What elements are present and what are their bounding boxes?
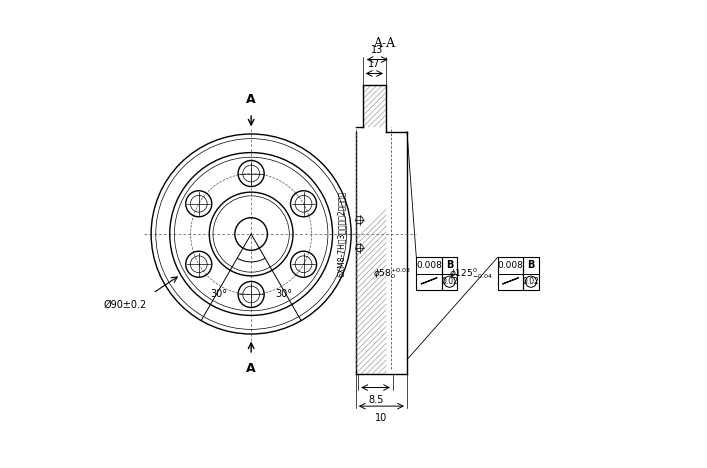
Text: B: B [527, 260, 534, 271]
Text: $\phi$125$^{0}_{-0.04}$: $\phi$125$^{0}_{-0.04}$ [449, 266, 493, 281]
Text: 0.008: 0.008 [498, 261, 523, 270]
Text: Ø90±0.2: Ø90±0.2 [103, 300, 146, 310]
FancyArrowPatch shape [503, 278, 518, 284]
Text: 6XM8-7H（3个一组，2组均布）: 6XM8-7H（3个一组，2组均布） [337, 191, 346, 277]
Text: B: B [446, 260, 453, 271]
FancyArrowPatch shape [421, 278, 437, 284]
Text: 0.02: 0.02 [441, 277, 458, 286]
Bar [498, 257, 523, 290]
Text: A: A [246, 93, 256, 106]
Text: 30°: 30° [210, 289, 227, 299]
Text: 10: 10 [375, 413, 387, 423]
Bar [523, 257, 539, 290]
Text: 0.008: 0.008 [416, 261, 442, 270]
Text: A: A [246, 362, 256, 375]
Text: $\phi$58$^{+0.03}_{0}$: $\phi$58$^{+0.03}_{0}$ [373, 266, 411, 281]
Bar [416, 257, 442, 290]
Text: 8.5: 8.5 [368, 395, 383, 404]
Text: 13: 13 [370, 45, 383, 55]
Text: 17: 17 [368, 59, 380, 69]
Text: 0.02: 0.02 [522, 277, 539, 286]
Text: 30°: 30° [275, 289, 292, 299]
Bar [442, 257, 457, 290]
Text: A-A: A-A [373, 37, 395, 50]
